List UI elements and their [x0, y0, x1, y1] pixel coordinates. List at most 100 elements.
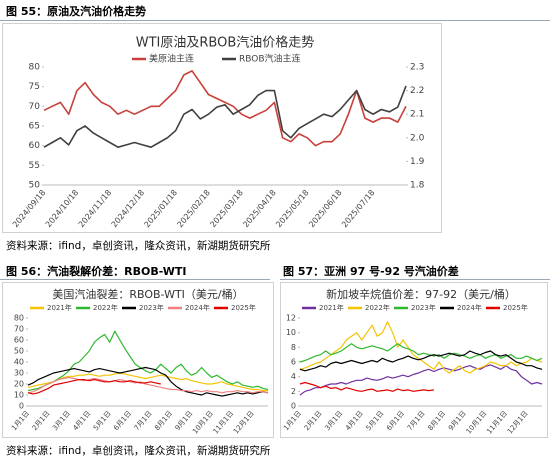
- legend-label: 2022年: [365, 303, 390, 312]
- y-tick-label: 2.0: [410, 133, 425, 143]
- x-tick-label: 6月1日: [112, 409, 133, 432]
- x-tick-label: 2024/10/18: [44, 188, 81, 229]
- figure-caption: 图 55：原油及汽油价格走势: [6, 5, 147, 18]
- y-tick-label: 10: [14, 391, 24, 400]
- x-tick-label: 6月1日: [385, 409, 406, 432]
- y-tick-label: 2.2: [410, 86, 424, 96]
- series-line: [299, 350, 543, 372]
- x-tick-label: 2025/02/18: [175, 188, 212, 229]
- x-tick-label: 10月1日: [191, 409, 215, 435]
- legend-label: 2025年: [503, 303, 528, 312]
- x-tick-label: 11月1日: [485, 409, 509, 435]
- series-line: [27, 376, 269, 394]
- x-tick-label: 2025/07/18: [340, 188, 377, 229]
- y-tick-label: 2: [291, 387, 296, 396]
- x-tick-label: 7月1日: [406, 409, 427, 432]
- x-tick-label: 1月1日: [282, 409, 303, 432]
- source-note: 资料来源：ifind，卓创资讯，隆众资讯，新湖期货研究所: [6, 445, 271, 457]
- y-tick-label: 50: [29, 181, 41, 191]
- legend-label: 2023年: [139, 303, 164, 312]
- x-tick-label: 2025/04/18: [241, 188, 278, 229]
- y-tick-label: 80: [29, 63, 41, 73]
- x-tick-label: 5月1日: [92, 409, 113, 432]
- x-tick-label: 8月1日: [426, 409, 447, 432]
- chart-frame: [2, 282, 274, 438]
- source-note: 资料来源：ifind，卓创资讯，隆众资讯，新湖期货研究所: [6, 240, 271, 252]
- chart: WTI原油及RBOB汽油价格走势 50 55 60 65 70 75 80 1.8 1.9 2.0 2…: [2, 23, 442, 233]
- y-tick-label: 10: [286, 328, 296, 337]
- y-tick-label: 50: [14, 347, 24, 356]
- series-line: [27, 379, 161, 395]
- x-tick-label: 2025/05/18: [274, 188, 311, 229]
- y-tick-label: 30: [14, 369, 24, 378]
- legend-label: 2025年: [231, 303, 256, 312]
- series-line: [43, 70, 407, 147]
- y-tick-label: 60: [29, 141, 41, 151]
- chart-title: 美国汽油裂差：RBOB-WTI（美元/桶）: [52, 287, 243, 301]
- chart-frame: [280, 282, 548, 438]
- y-tick-label: 80: [14, 314, 24, 323]
- x-tick-label: 10月1日: [465, 409, 489, 435]
- y-tick-label: 1.9: [410, 157, 425, 167]
- y-tick-label: 40: [14, 358, 24, 367]
- chart-title: 新加坡辛烷值价差：97-92（美元/桶）: [326, 287, 516, 301]
- y-tick-label: 1.8: [410, 181, 425, 191]
- chart: 新加坡辛烷值价差：97-92（美元/桶） 0 2 4 6 8 10 12 1月1日 2月1日 3月1…: [280, 282, 548, 438]
- x-tick-label: 2024/12/18: [110, 188, 147, 229]
- chart-frame: [2, 23, 442, 233]
- y-tick-label: 20: [14, 380, 24, 389]
- x-tick-label: 8月1日: [153, 409, 174, 432]
- y-tick-label: 2.1: [410, 110, 424, 120]
- x-tick-label: 9月1日: [447, 409, 468, 432]
- x-tick-label: 4月1日: [344, 409, 365, 432]
- y-tick-label: 65: [29, 122, 40, 132]
- x-tick-label: 3月1日: [51, 409, 72, 432]
- figure-caption: 图 56：汽油裂解价差：RBOB-WTI: [6, 265, 187, 278]
- x-tick-label: 5月1日: [365, 409, 386, 432]
- y-tick-label: 12: [286, 314, 296, 323]
- caption-rule: [0, 20, 550, 21]
- legend-label: 2021年: [319, 303, 344, 312]
- legend-label: 2023年: [411, 303, 436, 312]
- y-tick-label: 4: [291, 372, 296, 381]
- y-tick-label: 70: [14, 325, 24, 334]
- series-line: [43, 85, 407, 148]
- x-tick-label: 4月1日: [71, 409, 92, 432]
- series-line: [299, 381, 434, 392]
- legend-label: 2024年: [185, 303, 210, 312]
- x-tick-label: 3月1日: [323, 409, 344, 432]
- y-tick-label: 0: [291, 402, 296, 411]
- y-tick-label: 8: [291, 343, 296, 352]
- x-tick-label: 2024/11/18: [77, 188, 114, 229]
- x-tick-label: 2025/03/18: [208, 188, 245, 229]
- chart-title: WTI原油及RBOB汽油价格走势: [136, 35, 315, 51]
- caption-rule: [0, 279, 270, 280]
- legend-label: 美原油主连: [149, 53, 194, 65]
- x-tick-label: 12月1日: [232, 409, 256, 435]
- series-line: [299, 343, 543, 363]
- x-tick-label: 2024/09/18: [11, 188, 48, 229]
- x-tick-label: 7月1日: [133, 409, 154, 432]
- y-tick-label: 70: [29, 102, 41, 112]
- legend-label: RBOB汽油主连: [239, 53, 301, 65]
- x-tick-label: 2月1日: [31, 409, 52, 432]
- x-tick-label: 1月1日: [10, 409, 31, 432]
- y-tick-label: 0: [19, 402, 24, 411]
- y-tick-label: 6: [291, 358, 296, 367]
- x-tick-label: 2月1日: [303, 409, 324, 432]
- y-tick-label: 2.3: [410, 63, 424, 73]
- series-line: [299, 364, 543, 396]
- y-tick-label: 55: [29, 161, 40, 171]
- y-tick-label: 75: [29, 82, 40, 92]
- y-tick-label: 60: [14, 336, 24, 345]
- series-line: [27, 366, 269, 397]
- series-line: [27, 372, 268, 392]
- chart: 美国汽油裂差：RBOB-WTI（美元/桶） 0 10 20 30 40 50 60 70 80 1月…: [2, 282, 274, 438]
- x-tick-label: 2025/01/18: [143, 188, 180, 229]
- x-tick-label: 11月1日: [212, 409, 236, 435]
- legend-label: 2024年: [457, 303, 482, 312]
- legend-label: 2022年: [93, 303, 118, 312]
- x-tick-label: 12月1日: [506, 409, 530, 435]
- legend-label: 2021年: [47, 303, 72, 312]
